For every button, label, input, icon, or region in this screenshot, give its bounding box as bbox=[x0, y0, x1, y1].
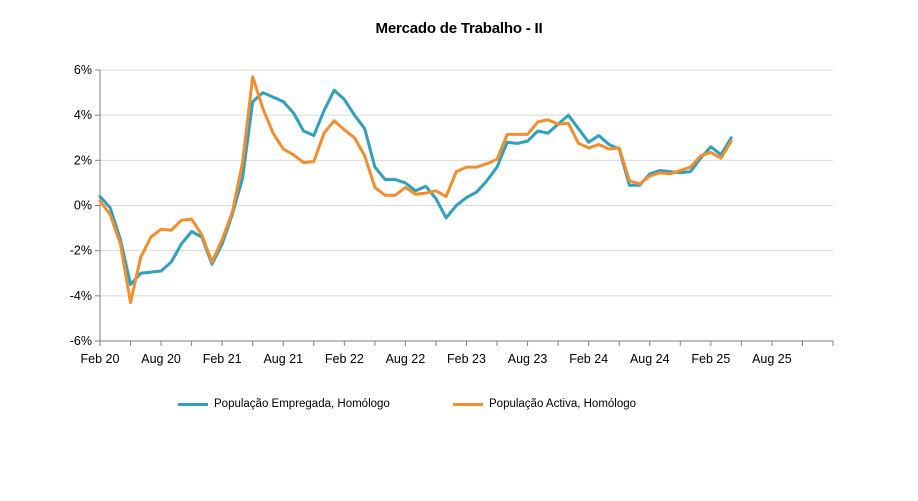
series-line-activa bbox=[98, 75, 733, 305]
x-tick-label: Feb 25 bbox=[691, 352, 730, 366]
y-tick-label: -2% bbox=[70, 244, 92, 258]
legend: População Empregada, Homólogo População … bbox=[0, 398, 918, 418]
y-tick-label: -4% bbox=[70, 289, 92, 303]
x-tick-label: Aug 23 bbox=[508, 352, 548, 366]
y-tick-label: 2% bbox=[74, 153, 92, 167]
series-lines bbox=[98, 75, 733, 305]
y-tick-label: 4% bbox=[74, 108, 92, 122]
x-tick-label: Feb 20 bbox=[81, 352, 120, 366]
x-tick-label: Feb 22 bbox=[325, 352, 364, 366]
x-tick-label: Feb 24 bbox=[569, 352, 608, 366]
x-tick-label: Aug 25 bbox=[752, 352, 792, 366]
x-tick-label: Aug 21 bbox=[263, 352, 303, 366]
chart-title: Mercado de Trabalho - II bbox=[375, 20, 543, 37]
axes bbox=[95, 69, 834, 346]
y-tick-label: 6% bbox=[74, 63, 92, 77]
legend-swatch-activa bbox=[453, 402, 483, 406]
y-tick-label: 0% bbox=[74, 199, 92, 213]
x-tick-label: Aug 24 bbox=[630, 352, 670, 366]
x-tick-label: Feb 23 bbox=[447, 352, 486, 366]
tick-labels: -6% -4% -2% 0% 2% 4% 6% Feb 20 Aug 20 Feb 21 Aug 2… bbox=[70, 63, 792, 366]
series-line-empregada bbox=[98, 88, 733, 286]
legend-label-empregada: População Empregada, Homólogo bbox=[214, 398, 390, 410]
legend-label-activa: População Activa, Homólogo bbox=[489, 398, 637, 410]
y-tick-label: -6% bbox=[70, 334, 92, 348]
x-tick-label: Aug 22 bbox=[386, 352, 426, 366]
legend-item-activa: População Activa, Homólogo bbox=[453, 398, 636, 410]
legend-item-empregada: População Empregada, Homólogo bbox=[178, 398, 390, 410]
legend-swatch-empregada bbox=[178, 402, 208, 406]
gridlines bbox=[100, 69, 833, 297]
x-tick-label: Aug 20 bbox=[141, 352, 181, 366]
x-tick-label: Feb 21 bbox=[203, 352, 242, 366]
